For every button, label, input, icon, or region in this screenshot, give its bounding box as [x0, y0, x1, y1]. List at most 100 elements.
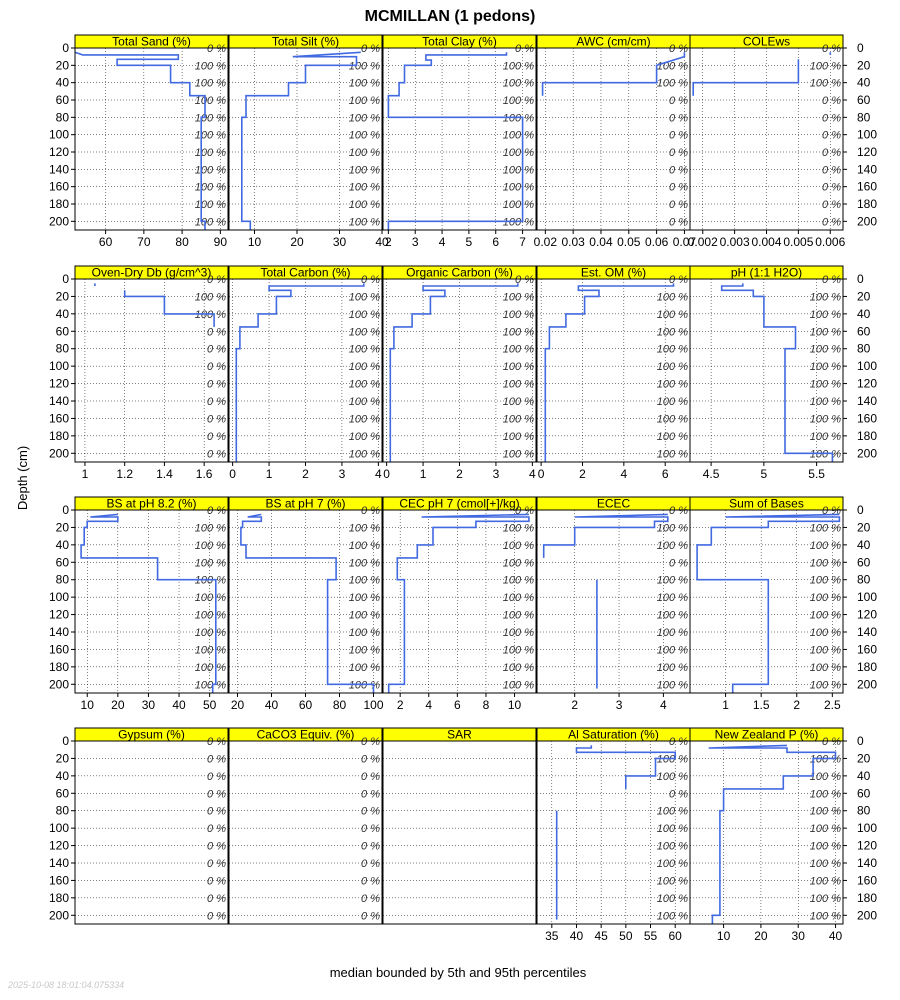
percent-label: 0 %: [207, 753, 226, 765]
y-axis-label: Depth (cm): [15, 446, 30, 510]
percent-label: 100 %: [657, 753, 688, 765]
x-tick-label: 10: [717, 929, 731, 943]
panel-grid: Total Sand (%)0 %100 %100 %100 %100 %100…: [49, 34, 877, 943]
x-tick-label: 40: [829, 929, 843, 943]
percent-label: 100 %: [810, 875, 841, 887]
percent-label: 0 %: [361, 771, 380, 783]
x-tick-label: 40: [375, 235, 389, 249]
chart-title: MCMILLAN (1 pedons): [365, 8, 536, 25]
panel-title: Sum of Bases: [729, 497, 804, 511]
x-tick-label: 2: [571, 698, 578, 712]
panel-title: pH (1:1 H2O): [731, 266, 802, 280]
percent-label: 0 %: [669, 216, 688, 228]
x-tick-label: 1.5: [753, 698, 770, 712]
percent-label: 100 %: [195, 644, 226, 656]
median-line: [544, 283, 675, 462]
panel: ECEC 0 % 100 % 100 % 0 % 100 % 100 % 100 % 100 %…: [536, 496, 691, 712]
percent-label: 0 %: [361, 736, 380, 748]
x-tick-label: 35: [545, 929, 559, 943]
percent-label: 0 %: [207, 274, 226, 286]
y-tick-label-left: 160: [49, 411, 69, 425]
x-tick-label: 5.5: [808, 467, 825, 481]
x-tick-label: 5: [466, 235, 473, 249]
percent-label: 0 %: [207, 875, 226, 887]
panel-border: [74, 278, 229, 463]
percent-label: 100 %: [503, 627, 534, 639]
x-tick-label: 20: [290, 235, 304, 249]
percent-label: 100 %: [810, 592, 841, 604]
percent-label: 100 %: [810, 540, 841, 552]
percent-label: 0 %: [207, 505, 226, 517]
y-tick-label-left: 160: [49, 180, 69, 194]
percent-label: 100 %: [657, 893, 688, 905]
y-tick-label-right: 120: [857, 145, 877, 159]
y-tick-label-left: 100: [49, 821, 69, 835]
percent-label: 0 %: [822, 147, 841, 159]
percent-label: 100 %: [657, 875, 688, 887]
y-tick-label-right: 0: [857, 503, 864, 517]
panel-title: BS at pH 7 (%): [265, 497, 345, 511]
percent-label: 100 %: [657, 522, 688, 534]
y-tick-label-right: 20: [857, 289, 871, 303]
percent-label: 100 %: [657, 291, 688, 303]
x-tick-label: 10: [248, 235, 262, 249]
panel-border: [74, 47, 229, 231]
x-tick-label: 30: [142, 698, 156, 712]
x-tick-label: 1: [420, 467, 427, 481]
percent-label: 0 %: [669, 505, 688, 517]
percent-label: 0 %: [515, 43, 534, 55]
percent-label: 100 %: [349, 448, 380, 460]
percent-label: 100 %: [503, 679, 534, 691]
percent-label: 100 %: [195, 309, 226, 321]
percent-label: 100 %: [810, 610, 841, 622]
percent-label: 0 %: [822, 43, 841, 55]
percent-label: 100 %: [503, 431, 534, 443]
percent-label: 100 %: [810, 396, 841, 408]
percent-label: 0 %: [207, 361, 226, 373]
median-line: [692, 59, 800, 96]
percent-label: 100 %: [195, 662, 226, 674]
y-tick-label-right: 60: [857, 555, 871, 569]
panel: SAR: [382, 727, 537, 925]
y-tick-label-left: 80: [56, 804, 70, 818]
x-tick-label: 6: [454, 698, 461, 712]
percent-label: 0 %: [207, 344, 226, 356]
median-line: [389, 283, 519, 462]
y-tick-label-right: 100: [857, 128, 877, 142]
percent-label: 0 %: [361, 43, 380, 55]
panel-title: Gypsum (%): [118, 728, 185, 742]
y-tick-label-left: 140: [49, 162, 69, 176]
percent-label: 100 %: [810, 522, 841, 534]
percent-label: 100 %: [195, 522, 226, 534]
x-tick-label: 0.04: [589, 235, 613, 249]
percent-label: 100 %: [503, 448, 534, 460]
panel-title: Organic Carbon (%): [406, 266, 513, 280]
y-tick-label-right: 180: [857, 891, 877, 905]
x-tick-label: 20: [754, 929, 768, 943]
percent-label: 0 %: [822, 216, 841, 228]
percent-label: 100 %: [503, 78, 534, 90]
percent-label: 0 %: [669, 557, 688, 569]
panel-border: [689, 278, 844, 463]
timestamp-stamp: 2025-10-08 18:01:04.075334: [8, 980, 125, 990]
percent-label: 100 %: [503, 610, 534, 622]
percent-label: 0 %: [669, 182, 688, 194]
percent-label: 100 %: [349, 413, 380, 425]
percent-label: 100 %: [657, 540, 688, 552]
percent-label: 100 %: [195, 610, 226, 622]
percent-label: 100 %: [349, 557, 380, 569]
x-tick-label: 4: [620, 467, 627, 481]
percent-label: 0 %: [515, 274, 534, 286]
percent-label: 100 %: [503, 592, 534, 604]
median-line: [240, 513, 375, 693]
x-tick-label: 6: [662, 467, 669, 481]
y-tick-label-left: 120: [49, 608, 69, 622]
percent-label: 100 %: [503, 379, 534, 391]
percent-label: 100 %: [657, 309, 688, 321]
percent-label: 0 %: [207, 893, 226, 905]
y-tick-label-right: 120: [857, 608, 877, 622]
percent-label: 100 %: [195, 216, 226, 228]
percent-label: 0 %: [207, 788, 226, 800]
percent-label: 100 %: [810, 771, 841, 783]
percent-label: 100 %: [503, 147, 534, 159]
